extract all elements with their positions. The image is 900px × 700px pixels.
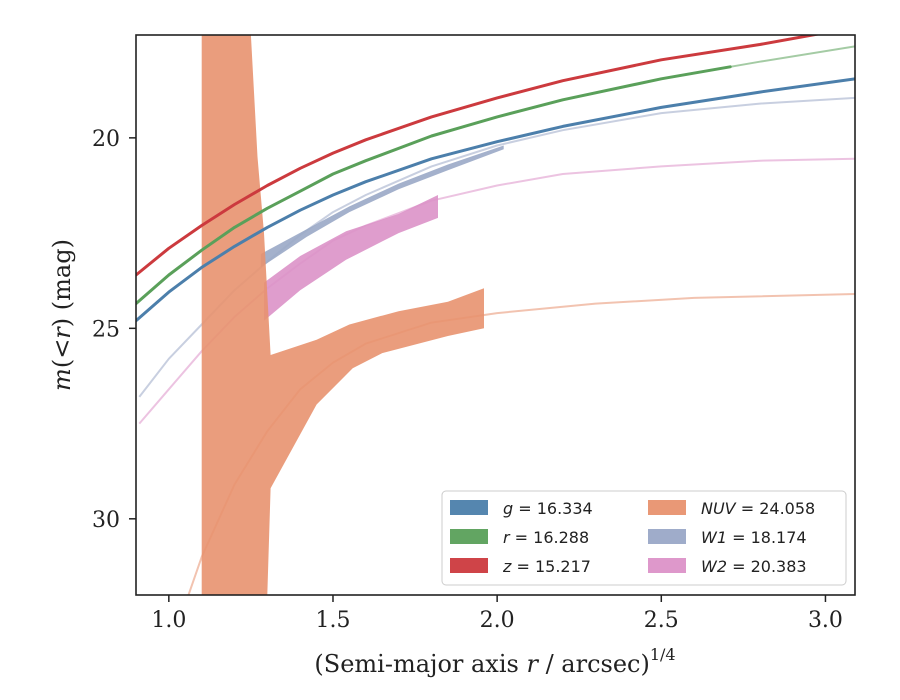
legend-swatch-W2 <box>648 558 686 573</box>
band-W1 <box>260 145 504 268</box>
legend-label-g: g = 16.334 <box>503 499 593 518</box>
legend-swatch-z <box>450 558 488 573</box>
legend-label-W1: W1 = 18.174 <box>701 528 807 547</box>
x-axis-label: (Semi-major axis r / arcsec)1/4 <box>314 645 675 678</box>
data-line-z <box>136 35 822 277</box>
x-tick-label: 2.5 <box>644 608 679 633</box>
plot-frame <box>135 34 856 596</box>
y-tick-label: 25 <box>92 317 120 342</box>
legend-frame <box>441 490 847 586</box>
band-NUV <box>201 35 484 595</box>
data-line-r <box>136 65 732 306</box>
legend-swatch-W1 <box>648 529 686 544</box>
legend-label-W2: W2 = 20.383 <box>701 557 807 576</box>
x-tick-label: 1.5 <box>315 608 350 633</box>
x-tick-label: 2.0 <box>480 608 515 633</box>
legend-swatch-NUV <box>648 500 686 515</box>
legend-label-r: r = 16.288 <box>503 528 589 547</box>
legend-label-NUV: NUV = 24.058 <box>701 499 815 518</box>
legend-swatch-g <box>450 500 488 515</box>
data-line-g <box>136 77 855 323</box>
x-tick-label: 3.0 <box>808 608 843 633</box>
legend-label-z: z = 15.217 <box>502 557 591 576</box>
y-tick-label: 30 <box>92 508 120 533</box>
y-axis-label: m(<r) (mag) <box>48 239 76 391</box>
legend-swatch-r <box>450 529 488 544</box>
legend: g = 16.334 r = 16.288 z = 15.217 NUV = 24.0… <box>441 490 847 586</box>
band-W2 <box>264 195 438 321</box>
y-tick-label: 20 <box>92 127 120 152</box>
x-tick-label: 1.0 <box>151 608 186 633</box>
